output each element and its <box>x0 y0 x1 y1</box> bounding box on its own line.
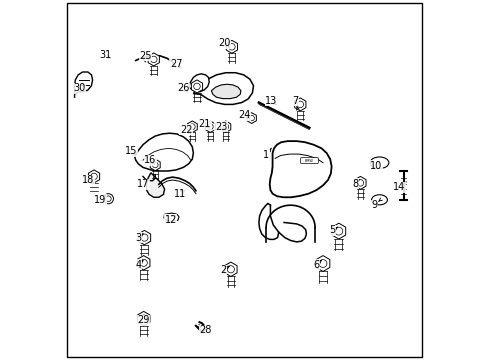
Text: 7: 7 <box>291 96 297 106</box>
Text: 22: 22 <box>180 125 192 135</box>
Polygon shape <box>150 159 160 171</box>
Text: 19: 19 <box>94 195 106 205</box>
Polygon shape <box>211 84 241 99</box>
Polygon shape <box>354 176 366 189</box>
Text: 14: 14 <box>392 182 405 192</box>
Circle shape <box>103 194 113 204</box>
Text: 29: 29 <box>137 315 149 325</box>
Polygon shape <box>134 133 193 171</box>
Text: 27: 27 <box>169 59 182 69</box>
Text: 25: 25 <box>139 51 151 61</box>
Text: 11: 11 <box>173 189 185 199</box>
Polygon shape <box>205 121 215 132</box>
Polygon shape <box>148 53 159 66</box>
Polygon shape <box>146 173 164 197</box>
Text: 10: 10 <box>369 161 381 171</box>
Polygon shape <box>163 213 179 221</box>
FancyBboxPatch shape <box>300 158 318 163</box>
Text: 13: 13 <box>265 96 277 106</box>
Ellipse shape <box>371 195 386 205</box>
Polygon shape <box>226 40 237 53</box>
Text: 20: 20 <box>218 38 230 48</box>
Text: 5: 5 <box>329 225 335 235</box>
Text: 23: 23 <box>214 122 227 132</box>
Polygon shape <box>221 121 230 132</box>
Polygon shape <box>137 256 150 270</box>
Text: 3: 3 <box>135 233 141 243</box>
Polygon shape <box>138 230 150 245</box>
Text: 4: 4 <box>135 260 141 270</box>
Text: 26: 26 <box>177 83 189 93</box>
Polygon shape <box>294 98 305 111</box>
Text: 28: 28 <box>199 325 211 336</box>
Polygon shape <box>88 170 100 183</box>
Text: 12: 12 <box>164 215 177 225</box>
Text: 9: 9 <box>370 200 376 210</box>
Polygon shape <box>269 141 331 197</box>
Text: 17: 17 <box>137 179 149 189</box>
Polygon shape <box>137 311 150 326</box>
Polygon shape <box>188 74 209 92</box>
Polygon shape <box>191 80 202 93</box>
Text: 24: 24 <box>238 110 250 120</box>
Text: 30: 30 <box>73 83 85 93</box>
Ellipse shape <box>369 157 388 168</box>
Text: 16: 16 <box>144 155 156 165</box>
Text: 1: 1 <box>263 150 268 160</box>
Text: 2: 2 <box>219 265 225 275</box>
Polygon shape <box>187 121 197 132</box>
Text: 21: 21 <box>198 119 211 129</box>
Polygon shape <box>193 73 253 104</box>
Text: BMW: BMW <box>304 158 313 163</box>
Polygon shape <box>224 262 237 276</box>
Polygon shape <box>331 223 345 239</box>
Polygon shape <box>315 256 329 271</box>
Text: 15: 15 <box>124 146 137 156</box>
Text: 18: 18 <box>81 175 94 185</box>
Text: 31: 31 <box>100 50 112 60</box>
Text: 6: 6 <box>313 260 319 270</box>
Text: 8: 8 <box>351 179 358 189</box>
Polygon shape <box>246 113 256 123</box>
